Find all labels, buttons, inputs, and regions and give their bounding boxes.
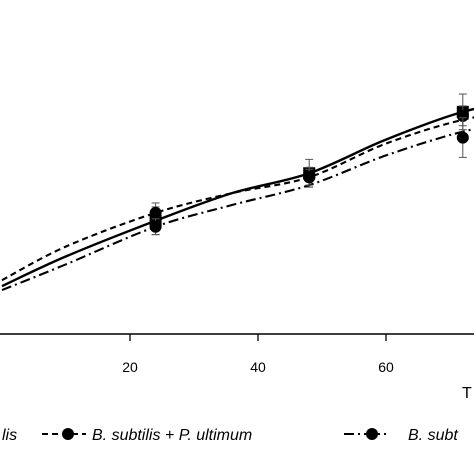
x-tick-label: 20 [122, 359, 138, 375]
legend: lis B. subtilis + P. ultimum B. subt [2, 427, 458, 444]
legend-item-3: B. subt [344, 427, 458, 444]
data-point [456, 131, 469, 144]
legend-marker [62, 428, 74, 440]
series-line [1, 116, 474, 282]
x-tick-label: 60 [378, 359, 394, 375]
legend-item-1: lis [2, 427, 17, 444]
series-3 [1, 117, 474, 292]
series-1 [1, 93, 474, 288]
series-line [1, 127, 474, 292]
x-ticks: 20406080 [122, 334, 394, 375]
legend-item-2: B. subtilis + P. ultimum [42, 427, 252, 444]
data-point [456, 109, 469, 122]
data-point [149, 206, 162, 219]
legend-label: B. subt [408, 427, 458, 444]
data-point [303, 171, 316, 184]
legend-label: B. subtilis + P. ultimum [92, 427, 252, 444]
data-point [149, 220, 162, 233]
plot-area [1, 93, 474, 292]
series-line [1, 107, 474, 288]
x-axis-title: T [462, 385, 472, 402]
legend-marker [366, 428, 378, 440]
x-tick-label: 40 [250, 359, 266, 375]
legend-label: lis [2, 427, 17, 444]
